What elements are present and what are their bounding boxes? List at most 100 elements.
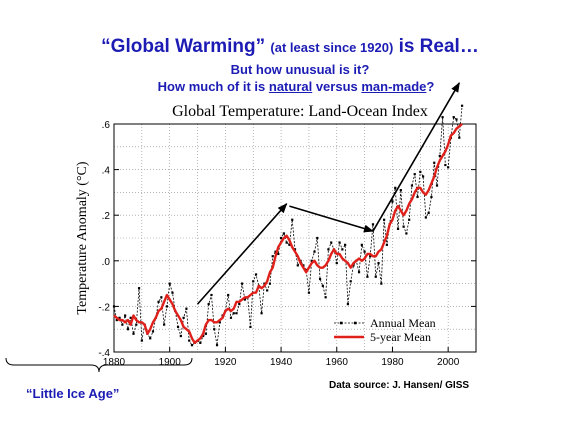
five-year-mean-line [113,123,463,345]
annual-mean-point [249,325,252,329]
annual-mean-point [176,325,180,329]
annual-mean-point [151,330,155,333]
question-2-part-a: How much of it is [157,79,269,94]
x-tick-label: 2000 [437,357,460,368]
annual-mean-point [215,344,219,347]
annual-mean-point [129,316,132,319]
trend-arrow [372,82,460,232]
annual-mean-point [266,289,269,292]
annual-mean-point [371,223,375,226]
annual-mean-point [419,170,422,173]
annual-mean-point [394,186,397,189]
little-ice-age-brace [5,357,193,373]
annual-mean-point [149,337,152,340]
annual-mean-point [435,184,439,187]
annual-mean-point [380,282,383,285]
y-tick-label: .4 [102,166,111,177]
annual-mean-point [444,163,447,167]
annual-mean-point [452,116,455,119]
annual-mean-point [383,218,386,221]
annual-mean-point [185,307,188,310]
annual-mean-point [369,255,372,258]
annual-mean-point [157,300,160,303]
slide-title: “Global Warming” (at least since 1920) i… [0,36,580,58]
annual-mean-point [288,243,291,246]
legend-annual-point [354,321,357,325]
annual-mean-point [243,298,246,301]
annual-mean-point [171,291,174,294]
annual-mean-point [316,236,319,240]
question-2-part-c: ? [426,79,435,94]
x-tick-label: 1920 [214,357,237,368]
annual-mean-point [168,282,171,285]
annual-mean-point [232,312,235,315]
annual-mean-point [160,296,163,299]
annual-mean-point [346,303,350,306]
slide-title-parenthetical: (at least since 1920) [270,40,394,55]
annual-mean-point [344,243,347,246]
annual-mean-point [421,175,425,178]
annual-mean-point [115,318,118,322]
annual-mean-point [118,316,121,319]
annual-mean-point [112,305,116,308]
legend-five-year-label: 5-year Mean [370,330,431,344]
annual-mean-point [213,328,216,331]
annual-mean-point [268,282,272,285]
annual-mean-point [424,216,427,219]
annual-mean-point [218,321,221,324]
annual-mean-point [391,200,394,203]
annual-mean-point [416,195,419,199]
y-tick-label: .6 [102,120,111,131]
annual-mean-point [458,136,461,139]
annual-mean-point [240,282,244,285]
annual-mean-point [277,252,280,256]
y-axis-label: Temperature Anomaly (°C) [75,161,90,314]
annual-mean-point [165,305,169,308]
data-source-label: Data source: J. Hansen/ GISS [329,380,470,391]
annual-mean-point [335,261,338,265]
annual-mean-point [291,218,294,221]
annual-mean-point [366,275,369,278]
annual-mean-point [441,116,444,119]
annual-mean-point [410,184,414,187]
annual-mean-point [399,189,402,192]
trend-arrow [196,203,288,305]
annual-mean-point [324,296,327,299]
annual-mean-point [374,275,377,278]
legend-annual-point [340,321,343,325]
annual-mean-point [282,232,285,235]
annual-mean-point [199,341,202,344]
annual-mean-point [321,284,324,287]
question-2-natural: natural [268,79,313,94]
annual-mean-point [330,241,333,244]
annual-mean-point [279,236,283,240]
annual-mean-point [413,173,416,176]
legend-annual-label: Annual Mean [370,316,436,330]
annual-mean-point [188,339,191,342]
annual-mean-point [460,104,464,107]
annual-mean-point [140,339,143,342]
annual-mean-point [318,277,322,281]
annual-mean-point [408,218,411,221]
annual-mean-point [227,293,230,297]
annual-mean-point [405,232,408,235]
annual-mean-point [349,280,352,283]
x-tick-label: 1980 [381,357,404,368]
annual-mean-point [377,261,380,265]
annual-mean-point [455,118,458,121]
axis-ticks: 1880 1900 1920 1940 1960 1980 2000 -.4 -.2 .0 .2 .4… [98,120,476,368]
question-2-part-b: versus [312,79,362,94]
annual-mean-point [338,241,341,244]
annual-mean-line [113,105,463,346]
annual-mean-point [271,255,274,258]
plot-frame [113,123,477,353]
annual-mean-point [385,243,388,246]
annual-mean-point [137,287,141,290]
annual-mean-point [357,271,361,274]
annual-mean-point [235,312,238,315]
slide-question-1: But how unusual is it? [230,62,370,77]
chart-title: Global Temperature: Land-Ocean Index [172,103,428,120]
annual-mean-point [447,166,450,169]
annual-mean-point [427,211,430,215]
